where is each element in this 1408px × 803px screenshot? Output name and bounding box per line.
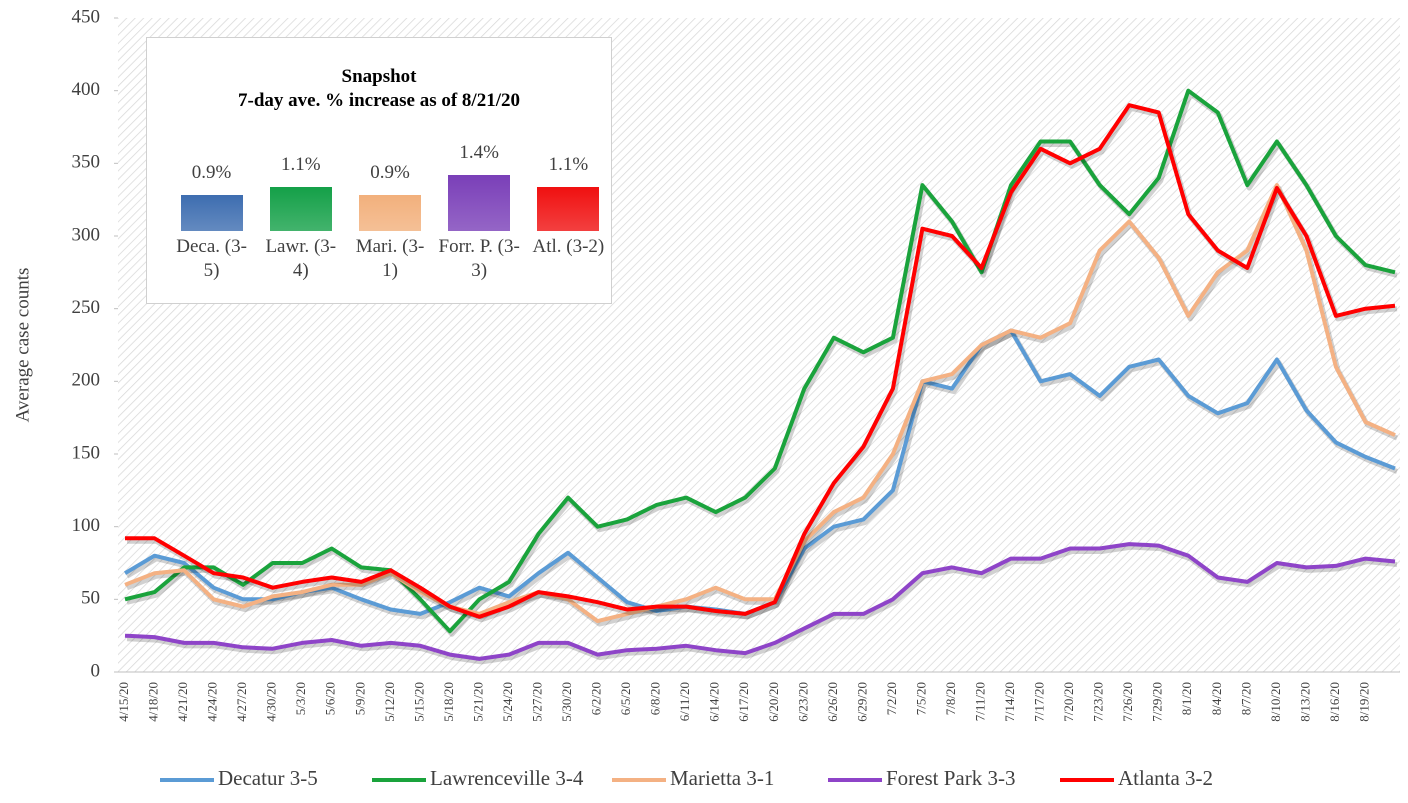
series-line — [124, 542, 1396, 661]
x-tick-label: 5/24/20 — [500, 682, 515, 722]
x-tick-label: 6/2/20 — [589, 682, 604, 715]
x-tick-label: 7/29/20 — [1150, 682, 1165, 722]
x-tick-label: 4/30/20 — [264, 682, 279, 722]
x-tick-label: 5/12/20 — [382, 682, 397, 722]
x-tick-label: 7/11/20 — [972, 682, 987, 721]
series-shadow — [126, 544, 1398, 665]
x-tick-label: 6/29/20 — [854, 682, 869, 722]
x-tick-label: 5/21/20 — [470, 682, 485, 722]
x-tick-label: 7/23/20 — [1091, 682, 1106, 722]
x-tick-label: 5/30/20 — [559, 682, 574, 722]
x-tick-label: 6/20/20 — [766, 682, 781, 722]
x-tick-label: 7/8/20 — [943, 682, 958, 715]
x-tick-label: 8/1/20 — [1179, 682, 1194, 715]
x-tick-label: 8/16/20 — [1327, 682, 1342, 722]
bar — [448, 175, 511, 231]
x-tick-label: 8/19/20 — [1356, 682, 1371, 722]
x-tick-label: 4/27/20 — [234, 682, 249, 722]
x-tick-label: 6/8/20 — [648, 682, 663, 715]
legend-label: Lawrenceville 3-4 — [430, 766, 584, 790]
bar — [180, 195, 243, 231]
bar — [537, 187, 600, 231]
category-label: Lawr. (3-4) — [265, 236, 337, 281]
series-line — [124, 88, 1396, 634]
y-tick-label: 100 — [72, 515, 101, 536]
x-tick-label: 7/2/20 — [884, 682, 899, 715]
value-label: 1.1% — [548, 154, 589, 175]
x-tick-label: 5/3/20 — [293, 682, 308, 715]
bar — [269, 187, 332, 231]
value-label: 1.4% — [459, 142, 499, 163]
legend-label: Marietta 3-1 — [670, 766, 774, 790]
x-tick-label: 5/18/20 — [441, 682, 456, 722]
x-tick-label: 4/15/20 — [116, 682, 131, 722]
category-label: Mari. (3-1) — [355, 236, 425, 281]
legend-label: Forest Park 3-3 — [886, 766, 1016, 790]
x-tick-label: 7/5/20 — [913, 682, 928, 715]
category-label: Atl. (3-2) — [532, 236, 605, 257]
x-tick-label: 6/14/20 — [707, 682, 722, 722]
series-line — [125, 103, 1396, 619]
category-label: Forr. P. (3-3) — [438, 236, 520, 281]
x-tick-label: 7/14/20 — [1002, 682, 1017, 722]
series-line — [124, 183, 1396, 624]
y-tick-label: 300 — [72, 224, 101, 245]
x-tick-label: 7/20/20 — [1061, 682, 1076, 722]
x-tick-label: 5/6/20 — [323, 682, 338, 715]
x-tick-label: 7/26/20 — [1120, 682, 1135, 722]
category-label: Deca. (3-5) — [176, 236, 247, 281]
x-tick-label: 6/5/20 — [618, 682, 633, 715]
x-tick-label: 8/13/20 — [1297, 682, 1312, 722]
legend-label: Atlanta 3-2 — [1118, 766, 1213, 790]
inset-chart: Snapshot 7-day ave. % increase as of 8/2… — [146, 37, 612, 304]
value-label: 0.9% — [370, 162, 410, 183]
x-tick-label: 4/21/20 — [175, 682, 190, 722]
y-tick-label: 200 — [72, 370, 101, 391]
y-tick-label: 400 — [72, 79, 101, 100]
bar — [359, 195, 421, 231]
x-tick-label: 8/7/20 — [1238, 682, 1253, 715]
value-label: 1.1% — [281, 154, 321, 175]
x-tick-label: 6/11/20 — [677, 682, 692, 721]
x-tick-label: 5/27/20 — [529, 682, 544, 722]
x-tick-label: 5/15/20 — [411, 682, 426, 722]
x-tick-label: 7/17/20 — [1032, 682, 1047, 722]
y-tick-label: 250 — [72, 297, 101, 318]
x-tick-label: 5/9/20 — [352, 682, 367, 715]
x-tick-label: 4/24/20 — [205, 682, 220, 722]
x-tick-label: 8/4/20 — [1209, 682, 1224, 715]
y-tick-label: 350 — [72, 152, 101, 173]
y-tick-label: 150 — [72, 442, 101, 463]
x-tick-label: 6/17/20 — [736, 682, 751, 722]
y-tick-label: 450 — [72, 6, 101, 27]
x-tick-label: 8/10/20 — [1268, 682, 1283, 722]
y-tick-label: 50 — [81, 588, 100, 609]
x-tick-label: 6/23/20 — [795, 682, 810, 722]
x-tick-label: 4/18/20 — [146, 682, 161, 722]
y-tick-label: 0 — [91, 660, 101, 681]
inset-subtitle: 7-day ave. % increase as of 8/21/20 — [238, 90, 520, 111]
inset-title: Snapshot — [341, 66, 417, 87]
y-axis-label: Average case counts — [12, 268, 33, 423]
value-label: 0.9% — [191, 162, 232, 183]
legend-label: Decatur 3-5 — [218, 766, 318, 790]
x-tick-label: 6/26/20 — [825, 682, 840, 722]
